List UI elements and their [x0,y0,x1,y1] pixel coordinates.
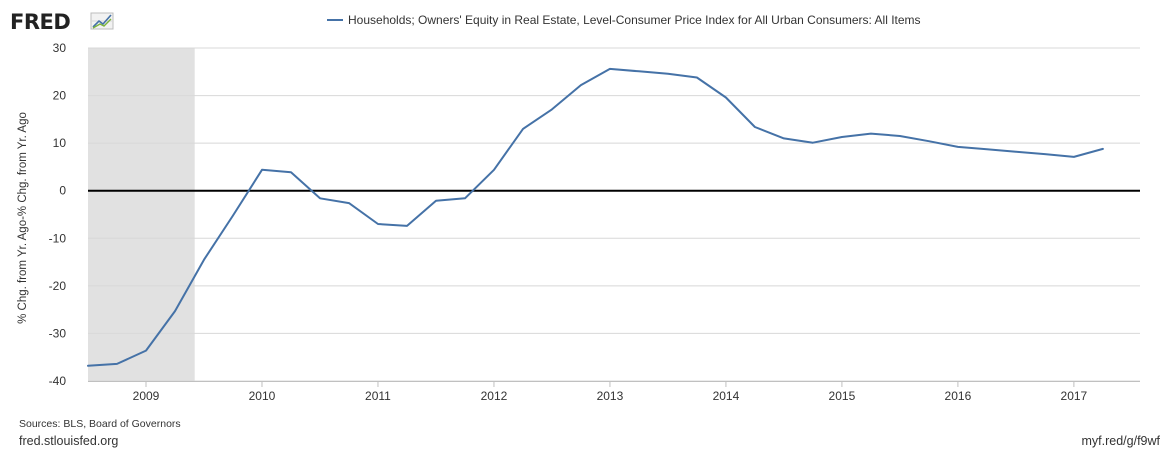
x-tick-label: 2014 [713,389,740,403]
x-tick-label: 2009 [133,389,160,403]
x-tick-label: 2012 [481,389,508,403]
y-axis-title: % Chg. from Yr. Ago-% Chg. from Yr. Ago [17,112,29,324]
fred-logo-graph-icon [90,12,114,30]
site-link[interactable]: fred.stlouisfed.org [19,434,118,448]
y-tick-label: -40 [49,374,67,388]
fred-logo-text: FRED [10,10,70,34]
x-tick-label: 2013 [597,389,624,403]
sources-note: Sources: BLS, Board of Governors [19,418,181,430]
short-url-link[interactable]: myf.red/g/f9wf [1082,434,1161,448]
y-tick-label: -20 [49,279,67,293]
y-tick-label: -10 [49,231,67,245]
y-tick-label: 30 [53,41,67,55]
series-line[interactable] [87,67,1104,367]
recession-band [88,48,195,381]
x-tick-label: 2011 [365,389,391,403]
y-tick-label: 20 [53,89,67,103]
legend-label: Households; Owners' Equity in Real Estat… [348,13,921,27]
grid-lines [88,47,1140,382]
recession-shading [88,48,195,381]
x-ticks: 2009 2010 2011 2012 2013 2014 2015 2016 2017 [133,381,1088,403]
y-tick-label: 0 [59,184,66,198]
fred-logo[interactable]: FRED [10,10,114,34]
y-tick-labels: 30 20 10 0 -10 -20 -30 -40 [49,41,67,388]
y-tick-label: -30 [49,326,67,340]
x-tick-label: 2015 [829,389,856,403]
x-tick-label: 2010 [249,389,276,403]
legend[interactable]: Households; Owners' Equity in Real Estat… [327,13,921,27]
series-lines [87,67,1104,367]
y-tick-label: 10 [53,136,67,150]
x-tick-label: 2016 [945,389,972,403]
x-tick-label: 2017 [1061,389,1088,403]
